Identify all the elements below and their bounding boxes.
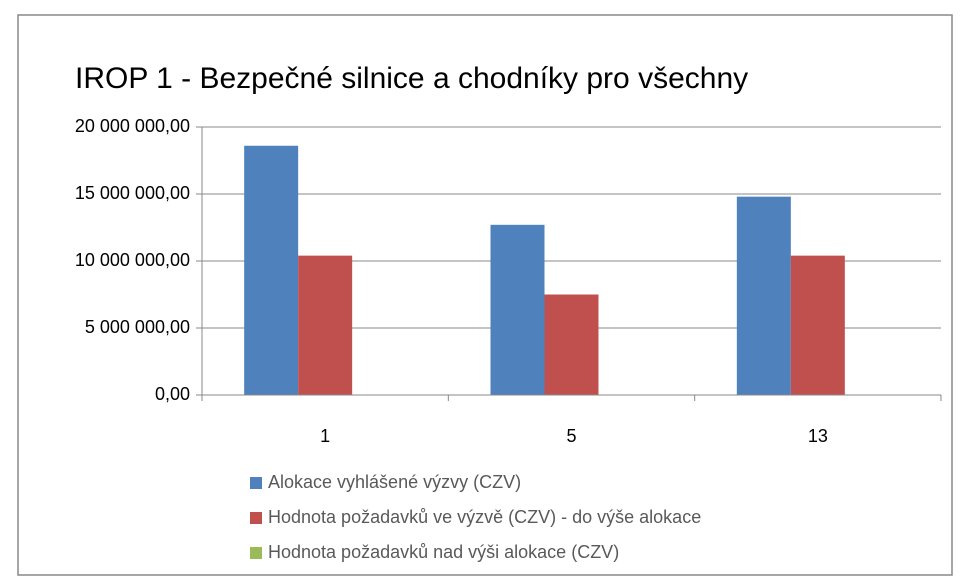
bar	[298, 255, 353, 395]
bar	[736, 196, 791, 395]
legend-swatch	[250, 477, 262, 489]
y-tick-label: 20 000 000,00	[75, 116, 190, 136]
chart-title: IROP 1 - Bezpečné silnice a chodníky pro…	[75, 62, 748, 95]
y-tick-label: 10 000 000,00	[75, 250, 190, 270]
bar	[244, 145, 299, 395]
y-tick-label: 5 000 000,00	[85, 317, 190, 337]
legend-swatch	[250, 512, 262, 524]
y-tick-label: 15 000 000,00	[75, 183, 190, 203]
legend-label: Hodnota požadavků ve výzvě (CZV) - do vý…	[268, 507, 701, 527]
legend-label: Alokace vyhlášené výzvy (CZV)	[268, 472, 521, 492]
x-tick-label: 5	[566, 426, 576, 446]
bar	[790, 255, 845, 395]
x-tick-label: 13	[808, 426, 828, 446]
legend-label: Hodnota požadavků nad výši alokace (CZV)	[268, 542, 619, 562]
x-tick-label: 1	[320, 426, 330, 446]
bar	[544, 294, 599, 395]
y-tick-label: 0,00	[155, 384, 190, 404]
legend-swatch	[250, 547, 262, 559]
bar	[490, 224, 545, 395]
